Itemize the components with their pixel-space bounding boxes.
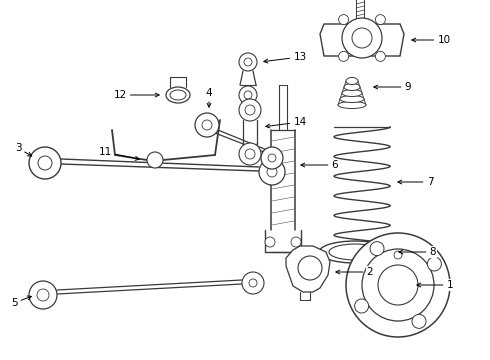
Circle shape: [244, 58, 252, 66]
Ellipse shape: [340, 95, 364, 103]
Text: 4: 4: [206, 88, 212, 107]
Circle shape: [195, 113, 219, 137]
Circle shape: [339, 51, 348, 62]
Text: 11: 11: [98, 147, 139, 160]
Circle shape: [355, 299, 368, 313]
Circle shape: [265, 237, 275, 247]
Polygon shape: [286, 246, 330, 292]
Circle shape: [339, 15, 348, 24]
Circle shape: [239, 86, 257, 104]
Circle shape: [394, 251, 402, 259]
Text: 2: 2: [336, 267, 373, 277]
Text: 3: 3: [15, 143, 32, 156]
Circle shape: [37, 289, 49, 301]
Text: 5: 5: [11, 296, 31, 308]
Circle shape: [239, 99, 261, 121]
Circle shape: [298, 256, 322, 280]
Text: 9: 9: [374, 82, 411, 92]
Circle shape: [29, 147, 61, 179]
Text: 8: 8: [399, 247, 436, 257]
Circle shape: [342, 18, 382, 58]
Text: 14: 14: [266, 117, 307, 128]
Ellipse shape: [329, 244, 381, 260]
Text: 1: 1: [417, 280, 453, 290]
Circle shape: [245, 149, 255, 159]
Circle shape: [244, 91, 252, 99]
Circle shape: [267, 167, 277, 177]
Ellipse shape: [166, 87, 190, 103]
Circle shape: [239, 143, 261, 165]
Polygon shape: [320, 24, 404, 56]
Circle shape: [147, 152, 163, 168]
Circle shape: [362, 249, 434, 321]
Ellipse shape: [319, 241, 391, 263]
Ellipse shape: [346, 77, 358, 85]
Circle shape: [29, 281, 57, 309]
Circle shape: [427, 257, 441, 271]
Circle shape: [370, 242, 384, 256]
Circle shape: [375, 51, 385, 62]
Circle shape: [346, 233, 450, 337]
Ellipse shape: [170, 90, 186, 100]
Circle shape: [268, 154, 276, 162]
Circle shape: [375, 15, 385, 24]
Circle shape: [202, 120, 212, 130]
Ellipse shape: [338, 102, 366, 108]
Circle shape: [242, 272, 264, 294]
Circle shape: [412, 314, 426, 328]
Text: 6: 6: [301, 160, 338, 170]
Circle shape: [261, 147, 283, 169]
Circle shape: [259, 159, 285, 185]
Circle shape: [352, 28, 372, 48]
Ellipse shape: [344, 84, 360, 90]
Text: 12: 12: [113, 90, 159, 100]
Text: 7: 7: [398, 177, 433, 187]
Text: 13: 13: [264, 52, 307, 63]
Text: 10: 10: [412, 35, 451, 45]
Circle shape: [249, 279, 257, 287]
Circle shape: [291, 237, 301, 247]
Circle shape: [239, 53, 257, 71]
Ellipse shape: [342, 90, 362, 96]
Circle shape: [38, 156, 52, 170]
Circle shape: [378, 265, 418, 305]
Circle shape: [245, 105, 255, 115]
